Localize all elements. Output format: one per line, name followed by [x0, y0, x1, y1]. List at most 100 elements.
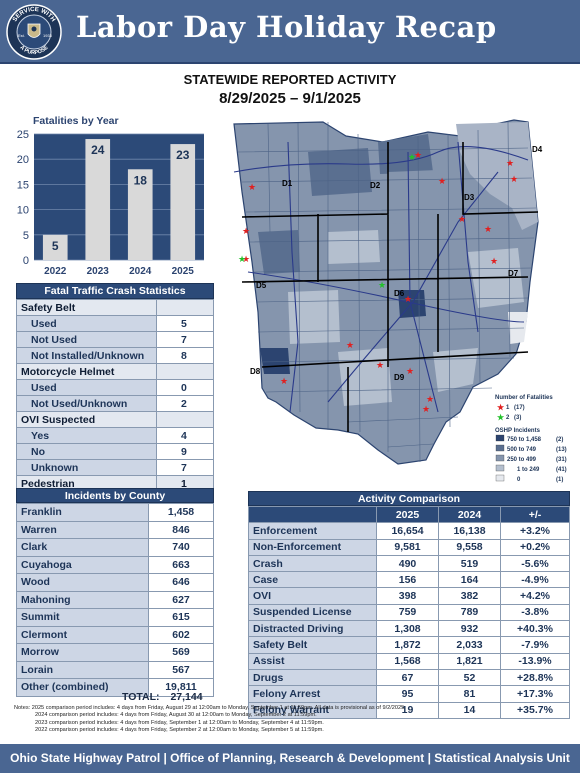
activity-label: Non-Enforcement: [248, 538, 377, 556]
svg-text:★: ★: [346, 340, 354, 350]
activity-change: +4.2%: [500, 587, 570, 605]
svg-text:★: ★: [497, 413, 505, 422]
legend-incident-2-count: (13): [556, 447, 567, 453]
chart-bar: [85, 139, 111, 260]
bar-data-label: 23: [176, 148, 190, 162]
activity-row: Assist 1,568 1,821 -13.9%: [248, 652, 570, 670]
bar-data-label: 18: [134, 173, 148, 187]
activity-row: Felony Warrant 19 14 +35.7%: [248, 701, 570, 719]
county-row: Cuyahoga 663: [16, 555, 214, 574]
activity-label: Distracted Driving: [248, 620, 377, 638]
activity-change: +40.3%: [500, 620, 570, 638]
svg-text:★: ★: [406, 366, 414, 376]
county-row: Morrow 569: [16, 643, 214, 662]
svg-text:★: ★: [414, 150, 422, 160]
stat-value: 7: [156, 331, 214, 348]
activity-2025: 156: [376, 571, 439, 589]
activity-label: Felony Arrest: [248, 685, 377, 703]
stat-label: Motorcycle Helmet: [16, 363, 157, 380]
activity-label: Crash: [248, 554, 377, 573]
stat-label: Used: [16, 315, 157, 332]
stat-label: No: [16, 443, 157, 460]
county-row: Mahoning 627: [16, 590, 214, 609]
seal-bottom-text: A PURPOSE: [18, 45, 49, 57]
page-title: Labor Day Holiday Recap: [76, 10, 497, 44]
activity-row: Felony Arrest 95 81 +17.3%: [248, 685, 570, 703]
activity-label: Felony Warrant: [248, 701, 377, 719]
stat-value: [156, 411, 214, 428]
stat-value: 8: [156, 347, 214, 364]
activity-row: Drugs 67 52 +28.8%: [248, 668, 570, 687]
legend-incident-3-range: 250 to 499: [507, 457, 537, 463]
x-tick-label: 2025: [172, 266, 195, 277]
activity-column-header: 2025: [376, 505, 439, 524]
stat-label: Not Used/Unknown: [16, 395, 157, 412]
county-row: Warren 846: [16, 520, 214, 539]
county-row: Wood 646: [16, 573, 214, 592]
svg-text:★: ★: [458, 214, 466, 224]
district-label-d5: D5: [256, 281, 267, 290]
stat-label: Used: [16, 379, 157, 396]
county-name: Mahoning: [16, 590, 149, 609]
stat-section-row: Safety Belt: [16, 299, 214, 316]
ohio-county-map: D1 D2 D3 D4 D5 D6 D7 D8 D9 ★★ ★★ ★★ ★★ ★…: [233, 119, 567, 483]
y-tick-label: 25: [17, 129, 29, 141]
svg-text:A PURPOSE: A PURPOSE: [18, 45, 49, 57]
district-label-d6: D6: [394, 289, 405, 298]
bar-data-label: 5: [52, 239, 59, 253]
county-name: Clark: [16, 538, 149, 557]
activity-row: Safety Belt 1,872 2,033 -7.9%: [248, 636, 570, 654]
activity-label: Drugs: [248, 668, 377, 687]
activity-2024: 14: [438, 701, 501, 719]
y-tick-label: 15: [17, 179, 29, 191]
county-name: Summit: [16, 608, 149, 627]
legend-incident-2-range: 500 to 749: [507, 447, 537, 453]
activity-2025: 1,872: [376, 636, 439, 654]
county-total-value: 27,144: [170, 691, 203, 703]
header-banner: SERVICE WITH A PURPOSE Est. 1933 Labor D…: [0, 0, 580, 64]
activity-row: Enforcement 16,654 16,138 +3.2%: [248, 522, 570, 540]
y-tick-label: 10: [17, 205, 29, 217]
activity-2024: 932: [438, 620, 501, 638]
map-legend: Number of Fatalities ★ 1 (17) ★ 2 (3) OS…: [495, 395, 567, 483]
stat-label: Unknown: [16, 459, 157, 476]
y-tick-label: 20: [17, 154, 29, 166]
activity-table: 2025 2024 +/- Enforcement 16,654 16,138 +3.2% N…: [248, 505, 570, 719]
legend-fatal-1-label: 1: [506, 405, 510, 411]
district-labels: D1 D2 D3 D4 D5 D6 D7 D8 D9: [250, 145, 543, 382]
county-row: Clark 740: [16, 538, 214, 557]
svg-text:★: ★: [497, 403, 505, 412]
stat-row: Not Installed/Unknown 8: [16, 347, 214, 364]
x-tick-label: 2023: [87, 266, 110, 277]
legend-fatal-2-count: (3): [514, 415, 521, 421]
stat-row: Yes 4: [16, 427, 214, 444]
interstate-highways: [233, 141, 529, 413]
svg-text:★: ★: [408, 152, 416, 162]
activity-row: OVI 398 382 +4.2%: [248, 587, 570, 605]
y-tick-label: 5: [23, 230, 29, 242]
legend-incident-1-count: (2): [556, 437, 563, 443]
county-table: Franklin 1,458 Warren 846 Clark 740 Cuyahoga 66…: [16, 503, 214, 697]
county-row: Lorain 567: [16, 660, 214, 679]
notes: Notes: 2025 comparison period includes: …: [14, 705, 574, 734]
county-total-label: TOTAL:: [122, 691, 160, 703]
activity-column-header: +/-: [500, 505, 570, 524]
seal-est: Est.: [18, 33, 25, 38]
activity-header-row: 2025 2024 +/-: [248, 505, 570, 524]
date-range: 8/29/2025 – 9/1/2025: [219, 90, 361, 107]
svg-text:★: ★: [280, 376, 288, 386]
activity-label: Case: [248, 571, 377, 589]
activity-title: Activity Comparison: [248, 491, 570, 506]
activity-2025: 490: [376, 554, 439, 573]
county-count: 602: [148, 625, 214, 644]
county-count: 646: [148, 573, 214, 592]
activity-change: +0.2%: [500, 538, 570, 556]
svg-text:★: ★: [484, 224, 492, 234]
district-label-d4: D4: [532, 145, 543, 154]
x-tick-label: 2024: [129, 266, 152, 277]
chart-title: Fatalities by Year: [33, 115, 119, 127]
county-grid: [237, 121, 537, 463]
svg-text:★: ★: [376, 360, 384, 370]
chart-bar: [127, 169, 153, 260]
